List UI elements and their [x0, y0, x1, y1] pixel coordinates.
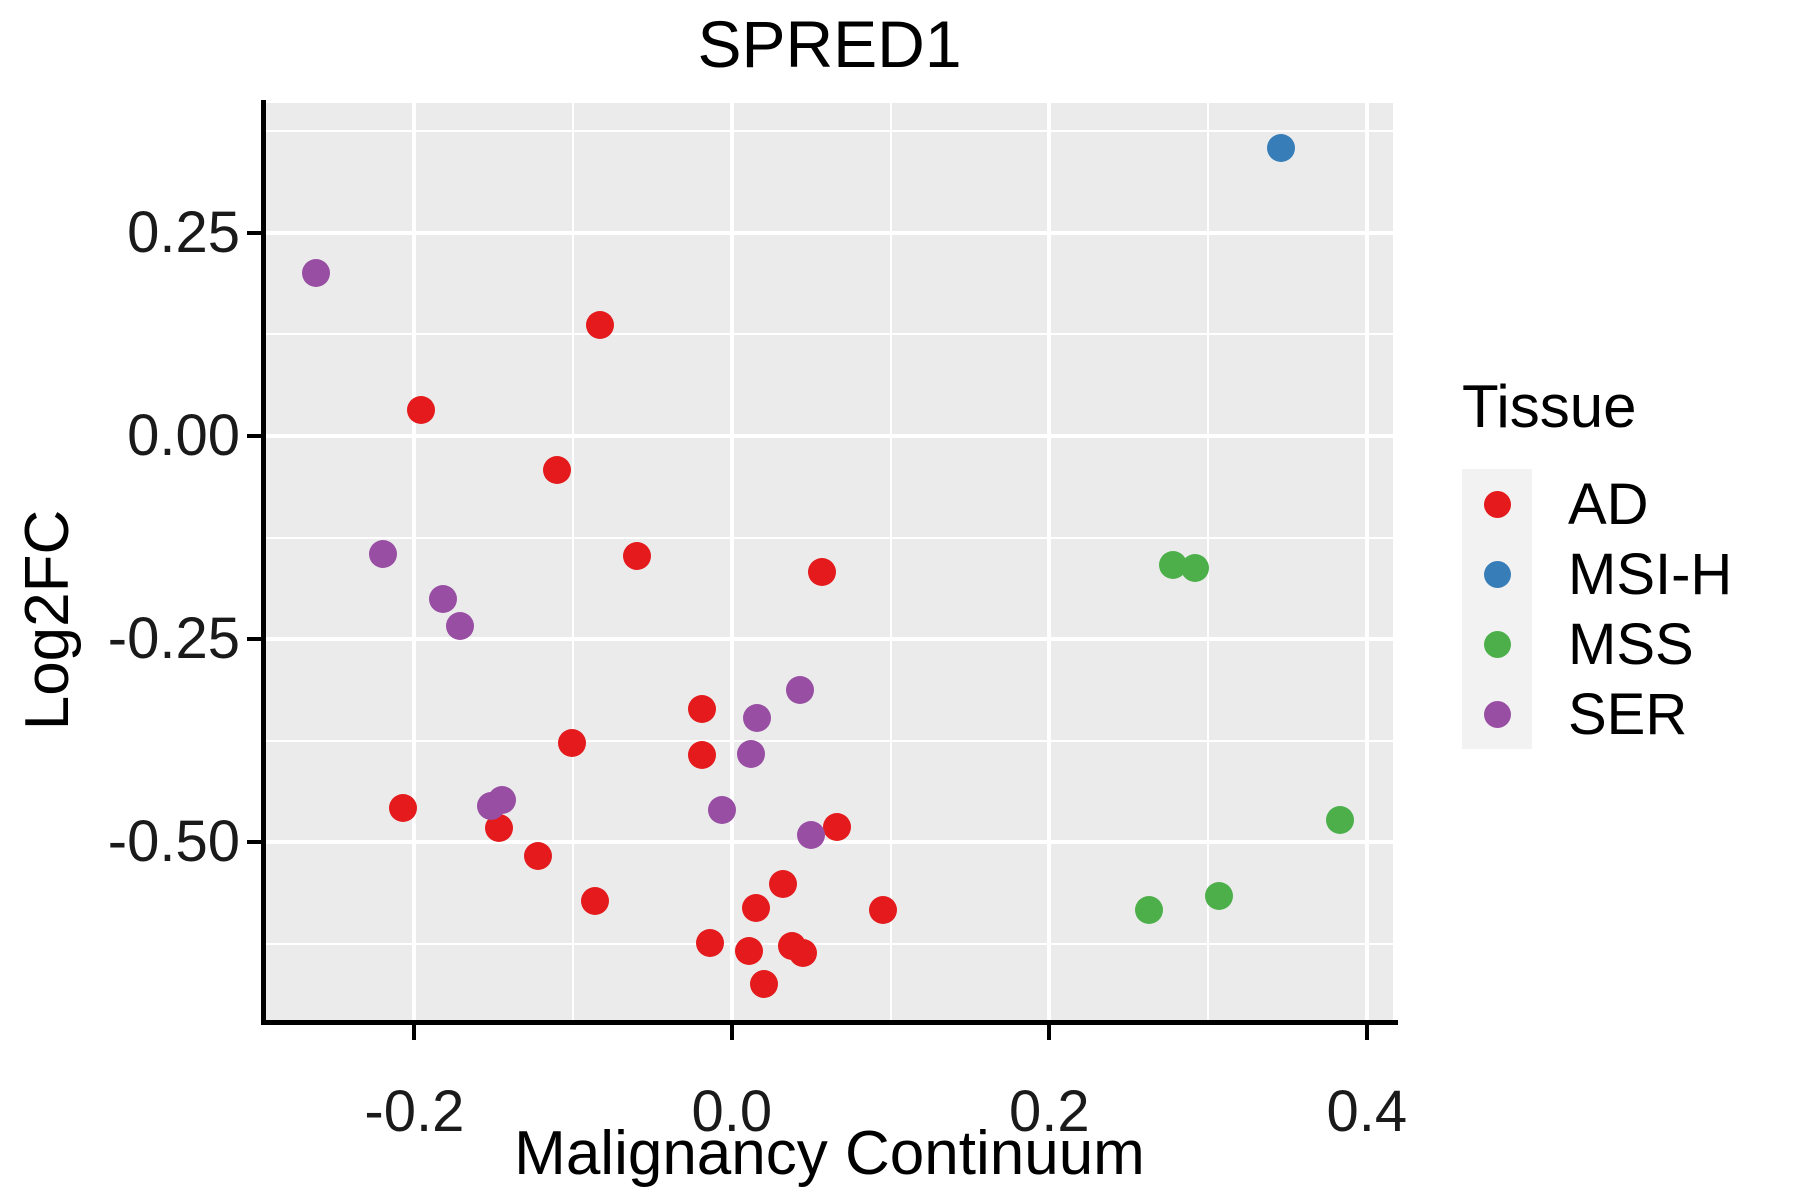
data-point-SER	[736, 739, 765, 768]
data-point-AD	[687, 695, 716, 724]
x-tick-label: -0.2	[364, 1079, 465, 1144]
gridline-major-vertical	[729, 103, 734, 1022]
x-axis-line	[261, 1020, 1398, 1025]
data-point-AD	[687, 740, 716, 769]
y-axis-tick	[247, 433, 262, 438]
y-tick-label: 0.00	[127, 402, 240, 468]
legend-item-AD: AD	[1462, 469, 1732, 539]
legend-item-MSI-H: MSI-H	[1462, 539, 1732, 609]
gridline-minor-horizontal	[266, 943, 1393, 946]
legend-item-MSS: MSS	[1462, 609, 1732, 679]
data-point-AD	[789, 939, 818, 968]
data-point-SER	[302, 259, 330, 288]
data-point-MSS	[1135, 895, 1164, 924]
y-tick-label: -0.50	[107, 809, 240, 875]
x-axis-tick	[1047, 1025, 1052, 1040]
x-tick-label: 0.4	[1326, 1079, 1408, 1144]
legend-dot-MSS	[1483, 630, 1511, 658]
data-point-AD	[749, 969, 778, 998]
gridline-minor-horizontal	[266, 739, 1393, 742]
data-point-AD	[586, 310, 615, 339]
data-point-AD	[389, 794, 418, 823]
gridline-major-horizontal	[266, 230, 1393, 235]
gridline-minor-horizontal	[266, 130, 1393, 133]
legend-key	[1462, 679, 1532, 749]
data-point-AD	[822, 813, 851, 842]
legend-dot-MSI-H	[1483, 560, 1511, 588]
data-point-MSS	[1205, 882, 1234, 911]
x-tick-label: 0.0	[691, 1079, 773, 1144]
gridline-major-horizontal	[266, 840, 1393, 845]
data-point-AD	[622, 542, 651, 571]
data-point-SER	[368, 539, 397, 568]
gridline-minor-vertical	[572, 103, 575, 1022]
data-point-AD	[735, 936, 764, 965]
gridline-minor-horizontal	[266, 536, 1393, 539]
legend-item-label: MSS	[1568, 611, 1694, 677]
data-point-AD	[543, 456, 572, 485]
data-point-SER	[446, 612, 475, 641]
legend-items: AD MSI-H MSS SER	[1462, 469, 1732, 749]
gridline-major-vertical	[412, 103, 417, 1022]
x-axis-tick	[1364, 1025, 1369, 1040]
data-point-AD	[868, 895, 897, 924]
legend-key	[1462, 539, 1532, 609]
data-point-SER	[708, 795, 737, 824]
data-point-AD	[524, 842, 553, 871]
y-tick-label: 0.25	[127, 199, 240, 265]
data-point-AD	[581, 887, 610, 916]
data-point-SER	[428, 584, 457, 613]
gridline-major-horizontal	[266, 637, 1393, 642]
data-point-SER	[743, 704, 772, 733]
x-axis-tick	[412, 1025, 417, 1040]
y-tick-label: -0.25	[107, 606, 240, 672]
gridline-major-horizontal	[266, 433, 1393, 438]
chart-title: SPRED1	[697, 7, 962, 81]
gridline-major-vertical	[1047, 103, 1052, 1022]
legend-item-label: SER	[1568, 681, 1688, 747]
x-axis-title: Malignancy Continuum	[514, 1119, 1145, 1188]
y-axis-tick	[247, 840, 262, 845]
data-point-MSI-H	[1267, 134, 1296, 163]
y-axis-line	[261, 100, 266, 1025]
legend-key	[1462, 469, 1532, 539]
y-axis-title-text: Log2FC	[13, 509, 82, 731]
data-point-AD	[695, 929, 724, 958]
legend-dot-SER	[1483, 700, 1511, 728]
legend-key	[1462, 609, 1532, 679]
x-tick-label: 0.2	[1009, 1079, 1090, 1144]
legend-title: Tissue	[1462, 373, 1637, 440]
data-point-AD	[557, 729, 586, 758]
x-axis-tick	[729, 1025, 734, 1040]
legend: Tissue AD MSI-H MSS SER	[1462, 372, 1732, 749]
legend-dot-AD	[1483, 490, 1511, 518]
data-point-MSS	[1325, 805, 1354, 834]
y-axis-tick	[247, 637, 262, 642]
data-point-AD	[741, 894, 770, 923]
data-point-AD	[768, 869, 797, 898]
gridline-minor-vertical	[889, 103, 892, 1022]
y-axis-tick	[247, 230, 262, 235]
data-point-SER	[797, 821, 826, 850]
legend-item-label: AD	[1568, 471, 1649, 537]
data-point-MSS	[1181, 553, 1210, 582]
gridline-minor-horizontal	[266, 333, 1393, 336]
legend-item-label: MSI-H	[1568, 541, 1733, 607]
plot-panel	[266, 103, 1393, 1022]
legend-item-SER: SER	[1462, 679, 1732, 749]
data-point-AD	[406, 395, 435, 424]
gridline-major-vertical	[1364, 103, 1369, 1022]
data-point-AD	[808, 557, 837, 586]
data-point-SER	[786, 675, 815, 704]
data-point-SER	[487, 786, 516, 815]
